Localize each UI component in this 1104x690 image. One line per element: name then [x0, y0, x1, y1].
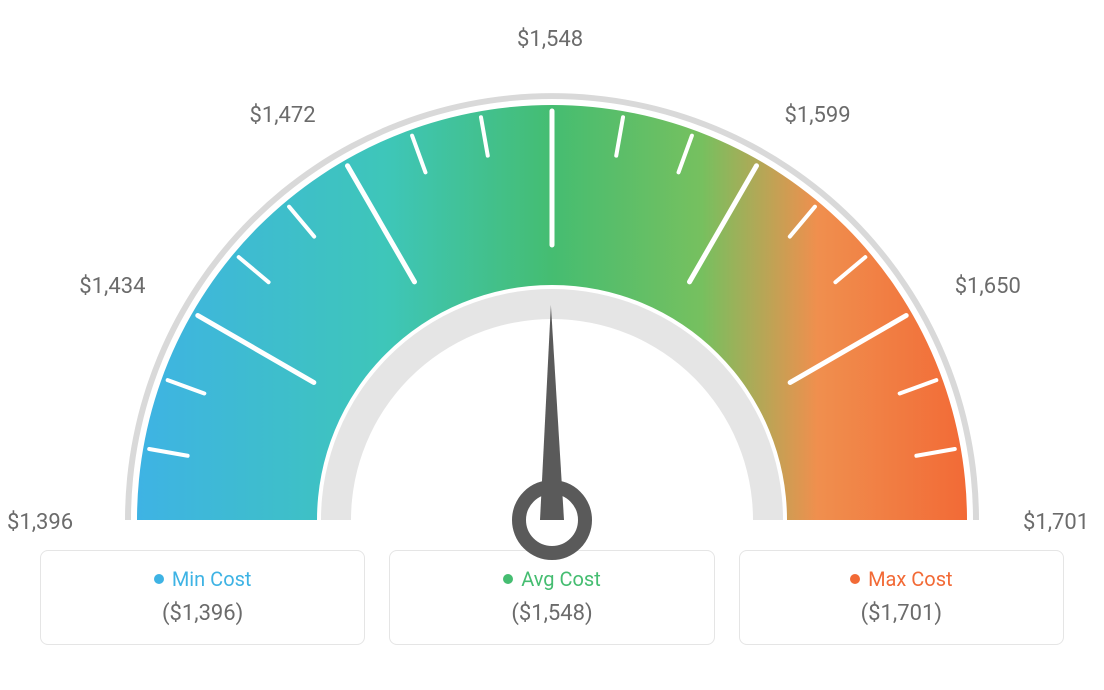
avg-cost-value: ($1,548): [410, 601, 693, 626]
min-cost-dot: [154, 574, 164, 584]
gauge-svg: [72, 50, 1032, 570]
avg-cost-title: Avg Cost: [410, 567, 693, 591]
min-cost-title: Min Cost: [61, 567, 344, 591]
gauge-tick-label: $1,599: [785, 103, 851, 128]
gauge-tick-label: $1,472: [250, 103, 316, 128]
gauge-tick-label: $1,434: [79, 274, 145, 299]
max-cost-value: ($1,701): [760, 601, 1043, 626]
max-cost-title: Max Cost: [760, 567, 1043, 591]
gauge-tick-label: $1,701: [1023, 510, 1089, 535]
max-cost-dot: [850, 574, 860, 584]
avg-cost-label: Avg Cost: [521, 567, 601, 591]
min-cost-label: Min Cost: [172, 567, 252, 591]
gauge-tick-label: $1,548: [517, 27, 583, 52]
gauge-area: $1,396 $1,434 $1,472 $1,548 $1,599 $1,650 $1,7…: [0, 0, 1104, 560]
cost-gauge-chart: $1,396 $1,434 $1,472 $1,548 $1,599 $1,650 $1,7…: [0, 0, 1104, 690]
avg-cost-dot: [503, 574, 513, 584]
max-cost-label: Max Cost: [868, 567, 953, 591]
gauge-tick-label: $1,650: [955, 274, 1021, 299]
gauge-tick-label: $1,396: [7, 510, 73, 535]
min-cost-value: ($1,396): [61, 601, 344, 626]
